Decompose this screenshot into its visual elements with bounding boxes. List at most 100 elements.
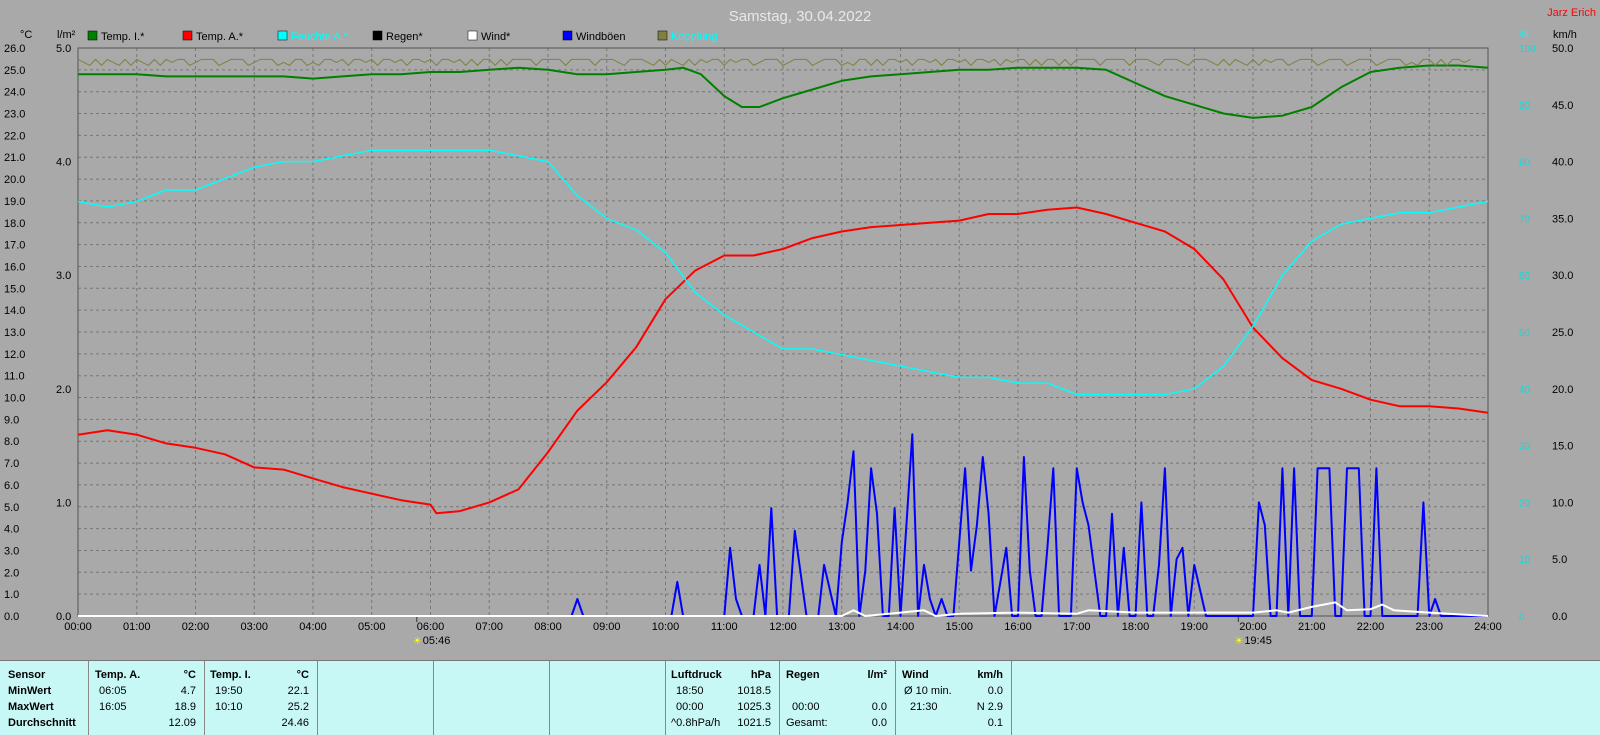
x-tick-label: 15:00 — [945, 621, 973, 633]
wind-r1: 0.0 — [987, 685, 1003, 697]
temp-tick-label: 6.0 — [4, 480, 19, 492]
legend-label: Feuchte A.* — [291, 31, 349, 43]
pct-tick-label: 30 — [1519, 442, 1531, 453]
wind-r1-label: Ø 10 min. — [904, 685, 952, 697]
pct-tick-label: 10 — [1519, 555, 1531, 566]
temp-tick-label: 9.0 — [4, 414, 19, 426]
temp-tick-label: 3.0 — [4, 545, 19, 557]
stats-pressure: Luftdruck hPa 18:50 1018.5 00:00 1025.3 … — [666, 661, 780, 735]
series-line-feuchte-a — [77, 149, 1489, 396]
temp-a-unit: °C — [183, 669, 196, 681]
stats-empty-2 — [434, 661, 550, 735]
pressure-unit: hPa — [750, 669, 771, 681]
temp-tick-label: 17.0 — [4, 240, 25, 252]
rain-r3-label: Gesamt: — [786, 717, 828, 729]
temp-tick-label: 23.0 — [4, 109, 25, 121]
stats-wind: Wind km/h Ø 10 min. 0.0 21:30 N 2.9 0.1 — [896, 661, 1012, 735]
kmh-tick-label: 15.0 — [1552, 441, 1573, 453]
wind-header: Wind — [902, 669, 929, 681]
kmh-tick-label: 30.0 — [1552, 270, 1573, 282]
x-tick-label: 10:00 — [652, 621, 680, 633]
legend-swatch — [657, 30, 668, 41]
rain-header: Regen — [786, 669, 820, 681]
min-label: MinWert — [8, 685, 52, 697]
temp-a-min: 4.7 — [180, 685, 196, 697]
wind-r2-label: 21:30 — [910, 701, 938, 713]
kmh-tick-label: 5.0 — [1552, 554, 1567, 566]
temp-tick-label: 20.0 — [4, 174, 25, 186]
legend-swatch — [467, 30, 478, 41]
x-tick-label: 03:00 — [240, 621, 268, 633]
series-line-wind — [78, 601, 1489, 617]
kmh-tick-label: 20.0 — [1552, 384, 1573, 396]
temp-i-max-time: 10:10 — [215, 701, 243, 713]
temp-i-header: Temp. I. — [210, 669, 251, 681]
stats-temp-a: Temp. A. °C 06:05 4.7 16:05 18.9 12.09 — [89, 661, 205, 735]
x-tick-label: 21:00 — [1298, 621, 1326, 633]
legend-swatch — [277, 30, 288, 41]
x-tick-label: 13:00 — [828, 621, 856, 633]
rain-r2-label: 00:00 — [792, 701, 820, 713]
x-tick-label: 08:00 — [534, 621, 562, 633]
rain-r2: 0.0 — [871, 701, 887, 713]
x-tick-label: 19:00 — [1180, 621, 1208, 633]
temp-a-min-time: 06:05 — [99, 685, 127, 697]
x-tick-label: 00:00 — [64, 621, 92, 633]
x-tick-label: 06:00 — [417, 621, 445, 633]
temp-a-max-time: 16:05 — [99, 701, 127, 713]
pressure-r1-label: 18:50 — [676, 685, 704, 697]
sunset-icon: ☀ — [1234, 636, 1243, 647]
series-line-temp-a — [77, 206, 1489, 515]
legend-label: Wind* — [481, 31, 511, 43]
stats-rain: Regen l/m² 00:00 0.0 Gesamt: 0.0 — [780, 661, 896, 735]
x-tick-label: 17:00 — [1063, 621, 1091, 633]
temp-i-min-time: 19:50 — [215, 685, 243, 697]
series-line-kopplung — [77, 58, 1471, 66]
temp-i-avg: 24.46 — [281, 717, 309, 729]
pressure-r3: 1021.5 — [737, 717, 771, 729]
temp-tick-label: 24.0 — [4, 87, 25, 99]
plot-background — [78, 48, 1516, 628]
temp-i-unit: °C — [296, 669, 309, 681]
chart-title: Samstag, 30.04.2022 — [729, 8, 872, 25]
pressure-r2: 1025.3 — [737, 701, 771, 713]
kmh-tick-label: 50.0 — [1552, 43, 1573, 55]
pct-tick-label: 20 — [1519, 498, 1531, 509]
x-tick-label: 11:00 — [711, 621, 738, 633]
rain-unit: l/m² — [867, 669, 887, 681]
temp-a-avg: 12.09 — [168, 717, 196, 729]
wind-r2: N 2.9 — [976, 701, 1003, 713]
x-tick-label: 02:00 — [182, 621, 210, 633]
legend-label: Kopplung — [671, 31, 718, 43]
x-tick-label: 18:00 — [1122, 621, 1150, 633]
weather-chart: 00:00 01:00 02:00 03:00 04:00 05:00 06:00 07:00… — [4, 7, 1596, 647]
pct-tick-label: 40 — [1519, 385, 1531, 396]
rain-tick-label: 0.0 — [56, 611, 71, 623]
temp-tick-label: 15.0 — [4, 283, 25, 295]
legend-label: Regen* — [386, 31, 423, 43]
temp-tick-label: 1.0 — [4, 589, 19, 601]
x-tick-label: 16:00 — [1004, 621, 1032, 633]
stats-empty-1 — [318, 661, 434, 735]
temp-tick-label: 14.0 — [4, 305, 25, 317]
author-label: Jarz Erich — [1547, 7, 1596, 19]
sunrise-icon: ☀ — [413, 636, 422, 647]
temp-tick-label: 7.0 — [4, 458, 19, 470]
pct-tick-label: 60 — [1519, 271, 1531, 282]
x-tick-label: 14:00 — [887, 621, 915, 633]
temp-tick-label: 25.0 — [4, 65, 25, 77]
pct-tick-label: 70 — [1519, 214, 1531, 225]
legend-label: Windböen — [576, 31, 626, 43]
kmh-tick-label: 0.0 — [1552, 611, 1567, 623]
temp-i-max: 25.2 — [287, 701, 309, 713]
rain-tick-label: 5.0 — [56, 43, 71, 55]
sunset-label: 19:45 — [1244, 635, 1272, 647]
temp-tick-label: 5.0 — [4, 502, 19, 514]
temp-tick-label: 12.0 — [4, 349, 25, 361]
unit-pct: % — [1519, 29, 1529, 41]
rain-tick-label: 3.0 — [56, 270, 71, 282]
max-label: MaxWert — [8, 701, 54, 713]
pct-tick-label: 100 — [1519, 44, 1536, 55]
x-tick-label: 01:00 — [123, 621, 151, 633]
x-tick-label: 05:00 — [358, 621, 386, 633]
